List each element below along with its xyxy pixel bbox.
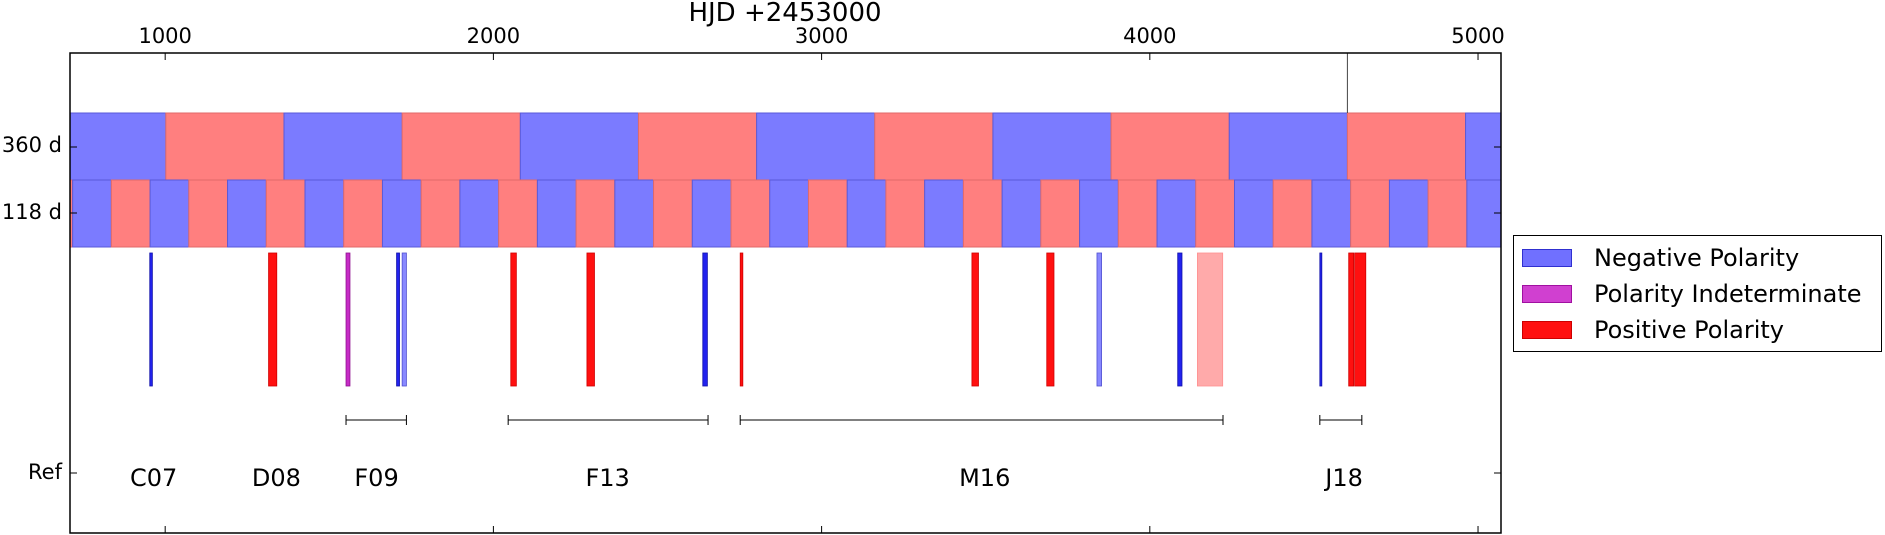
- cycle-118-band-negative: [227, 179, 267, 248]
- cycle-360-band-positive: [401, 112, 521, 181]
- cycle-360-bands: [69, 53, 1502, 181]
- ref-label-m16: M16: [959, 464, 1010, 492]
- observation-bar-positive: [1354, 252, 1367, 387]
- observation-bar-indeterminate: [345, 252, 351, 387]
- cycle-360-band-negative: [1228, 112, 1348, 181]
- cycle-118-band-negative: [1001, 179, 1042, 248]
- cycle-360-band-positive: [1346, 112, 1467, 181]
- cycle-118-band-positive: [1040, 179, 1081, 248]
- cycle-118-band-positive: [420, 179, 461, 248]
- cycle-118-band-positive: [188, 179, 229, 248]
- ref-label-f09: F09: [354, 464, 398, 492]
- cycle-118-band-negative: [1311, 179, 1352, 248]
- plot-frame: [69, 52, 1502, 534]
- cycle-360-band-positive: [1110, 112, 1230, 181]
- x-tick-label: 3000: [795, 24, 848, 48]
- cycle-360-band-positive: [874, 112, 994, 181]
- legend-item-positive: Positive Polarity: [1522, 316, 1784, 344]
- reference-spans: C07 D08 F09 F13 M16 J18: [130, 415, 1363, 492]
- cycle-118-band-positive: [1272, 179, 1313, 248]
- cycle-118-band-negative: [1233, 179, 1274, 248]
- cycle-118-band-positive: [575, 179, 616, 248]
- observation-bars: [149, 252, 1367, 387]
- observation-bar-positive: [739, 252, 744, 387]
- cycle-118-band-positive: [962, 179, 1003, 248]
- legend-swatch-positive: [1522, 321, 1572, 339]
- cycle-118-band-positive: [498, 179, 538, 248]
- cycle-118-band-positive: [1117, 179, 1158, 248]
- row-label-ref: Ref: [28, 460, 63, 484]
- observation-bar-positive: [268, 252, 278, 387]
- cycle-118-band-negative: [1388, 179, 1429, 248]
- x-tick-label: 2000: [467, 24, 520, 48]
- row-label-118: 118 d: [2, 200, 62, 224]
- observation-bar-positive: [971, 252, 979, 387]
- observation-bar-negative: [1319, 252, 1323, 387]
- axis-ticks: 1000 2000 3000 4000 5000: [70, 24, 1505, 533]
- cycle-118-band-negative: [459, 179, 500, 248]
- legend-label-positive: Positive Polarity: [1594, 316, 1784, 344]
- cycle-118-band-positive: [265, 179, 306, 248]
- cycle-118-band-positive: [653, 179, 693, 248]
- cycle-118-band-negative: [691, 179, 732, 248]
- ref-label-c07: C07: [130, 464, 177, 492]
- cycle-118-band-negative: [769, 179, 809, 248]
- chart-title: HJD +2453000: [688, 0, 881, 28]
- observation-bar-positive-faint: [1197, 252, 1224, 387]
- cycle-118-band-negative: [846, 179, 887, 248]
- cycle-118-band-positive: [1350, 179, 1390, 248]
- cycle-360-band-negative: [519, 112, 639, 181]
- x-tick-label: 1000: [138, 24, 191, 48]
- cycle-360-band-positive: [165, 112, 285, 181]
- cycle-118-band-positive: [807, 179, 848, 248]
- cycle-118-band-negative: [72, 179, 112, 248]
- cycle-360-band-positive: [637, 112, 758, 181]
- cycle-118-band-positive: [343, 179, 383, 248]
- cycle-118-band-negative: [304, 179, 345, 248]
- row-label-360: 360 d: [2, 133, 62, 157]
- observation-bar-negative: [1177, 252, 1183, 387]
- legend-swatch-indeterminate: [1522, 285, 1572, 303]
- cycle-118-band-negative: [1079, 179, 1119, 248]
- cycle-360-band-negative: [756, 112, 876, 181]
- cycle-360-band-negative: [283, 112, 403, 181]
- observation-bar-positive: [1046, 252, 1055, 387]
- observation-bar-negative-faint: [401, 252, 407, 387]
- cycle-118-band-negative: [924, 179, 964, 248]
- x-tick-label: 4000: [1123, 24, 1176, 48]
- observation-bar-positive: [510, 252, 517, 387]
- x-tick-label: 5000: [1451, 24, 1504, 48]
- ref-label-j18: J18: [1323, 464, 1363, 492]
- ref-label-d08: D08: [252, 464, 301, 492]
- cycle-118-band-negative: [381, 179, 422, 248]
- cycle-118-band-negative: [536, 179, 577, 248]
- legend-swatch-negative: [1522, 249, 1572, 267]
- observation-bar-negative-faint: [1096, 252, 1102, 387]
- observation-bar-negative: [702, 252, 708, 387]
- cycle-118-band-positive: [110, 179, 151, 248]
- cycle-118-band-positive: [730, 179, 771, 248]
- cycle-360-band-negative: [992, 112, 1112, 181]
- cycle-118-band-negative: [1156, 179, 1197, 248]
- observation-bar-positive: [1348, 252, 1355, 387]
- cycle-118-band-negative: [614, 179, 655, 248]
- cycle-118-band-positive: [1427, 179, 1468, 248]
- legend-item-indeterminate: Polarity Indeterminate: [1522, 280, 1862, 308]
- ref-label-f13: F13: [585, 464, 629, 492]
- cycle-118-band-negative: [149, 179, 190, 248]
- legend-label-negative: Negative Polarity: [1594, 244, 1800, 272]
- observation-bar-positive: [586, 252, 595, 387]
- cycle-360-band-negative: [69, 112, 167, 181]
- observation-bar-negative: [149, 252, 153, 387]
- legend-item-negative: Negative Polarity: [1522, 244, 1800, 272]
- observation-bar-negative: [396, 252, 400, 387]
- cycle-118-bands: [69, 179, 1502, 248]
- legend-label-indeterminate: Polarity Indeterminate: [1594, 280, 1862, 308]
- cycle-118-band-positive: [885, 179, 926, 248]
- legend: Negative Polarity Polarity Indeterminate…: [1513, 235, 1882, 352]
- cycle-118-band-positive: [1195, 179, 1235, 248]
